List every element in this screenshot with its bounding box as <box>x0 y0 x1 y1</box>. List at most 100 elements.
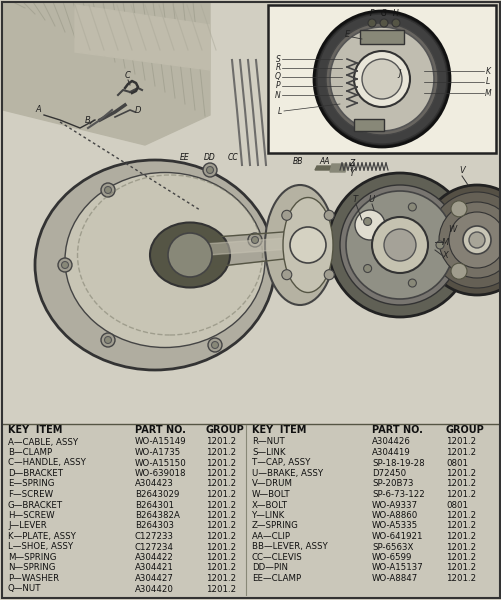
Text: 1201.2: 1201.2 <box>445 448 475 457</box>
Circle shape <box>345 191 453 299</box>
Text: D: D <box>134 106 141 115</box>
Text: G—BRACKET: G—BRACKET <box>8 500 63 509</box>
Text: 1201.2: 1201.2 <box>205 574 235 583</box>
Text: F—SCREW: F—SCREW <box>8 490 53 499</box>
Circle shape <box>168 233 211 277</box>
Text: N—SPRING: N—SPRING <box>8 563 56 572</box>
Text: 1201.2: 1201.2 <box>205 511 235 520</box>
Text: A304423: A304423 <box>135 479 173 488</box>
Text: GROUP: GROUP <box>445 425 484 435</box>
Text: K—PLATE, ASSY: K—PLATE, ASSY <box>8 532 76 541</box>
Text: F: F <box>369 10 373 19</box>
Bar <box>3 3 498 422</box>
Text: WO-A9337: WO-A9337 <box>371 500 417 509</box>
Circle shape <box>101 333 115 347</box>
Text: SP-20B73: SP-20B73 <box>371 479 413 488</box>
Text: A304427: A304427 <box>135 574 173 583</box>
Text: J: J <box>398 70 400 79</box>
Text: M: M <box>440 238 448 247</box>
Circle shape <box>62 262 68 269</box>
Text: 1201.2: 1201.2 <box>205 553 235 562</box>
Text: PART NO.: PART NO. <box>371 425 422 435</box>
Text: WO-A5335: WO-A5335 <box>371 521 417 530</box>
Text: L—SHOE, ASSY: L—SHOE, ASSY <box>8 542 73 551</box>
Circle shape <box>391 19 399 27</box>
Text: WO-641921: WO-641921 <box>371 532 423 541</box>
Text: Y: Y <box>349 169 354 178</box>
Circle shape <box>247 233 262 247</box>
Text: SP-6-73-122: SP-6-73-122 <box>371 490 424 499</box>
Circle shape <box>407 203 415 211</box>
Circle shape <box>339 185 459 305</box>
Circle shape <box>379 19 387 27</box>
Circle shape <box>324 269 334 280</box>
Text: KEY  ITEM: KEY ITEM <box>8 425 62 435</box>
Text: 1201.2: 1201.2 <box>445 490 475 499</box>
Text: L: L <box>278 107 282 115</box>
Polygon shape <box>329 164 346 172</box>
Text: 0801: 0801 <box>445 500 467 509</box>
Text: 1201.2: 1201.2 <box>445 542 475 551</box>
Bar <box>268 5 495 153</box>
Ellipse shape <box>283 197 332 292</box>
Polygon shape <box>189 237 305 256</box>
Text: WO-A8847: WO-A8847 <box>371 574 417 583</box>
Text: A304422: A304422 <box>135 553 173 562</box>
Circle shape <box>206 166 213 173</box>
Circle shape <box>104 187 111 193</box>
Text: KEY  ITEM: KEY ITEM <box>252 425 306 435</box>
Text: 1201.2: 1201.2 <box>205 490 235 499</box>
Text: WO-A15149: WO-A15149 <box>135 437 186 446</box>
Text: PART NO.: PART NO. <box>135 425 185 435</box>
Text: Y—LINK: Y—LINK <box>252 511 285 520</box>
Text: J—LEVER: J—LEVER <box>8 521 47 530</box>
Text: 1201.2: 1201.2 <box>205 437 235 446</box>
Text: Z: Z <box>349 158 354 167</box>
Text: 1201.2: 1201.2 <box>445 563 475 572</box>
Text: 1201.2: 1201.2 <box>445 511 475 520</box>
Circle shape <box>367 19 375 27</box>
Text: EE: EE <box>180 154 189 163</box>
Text: GROUP: GROUP <box>205 425 244 435</box>
Ellipse shape <box>150 223 229 287</box>
Text: 1201.2: 1201.2 <box>205 521 235 530</box>
Circle shape <box>435 241 443 249</box>
Circle shape <box>211 341 218 349</box>
Text: 1201.2: 1201.2 <box>205 532 235 541</box>
Text: G: G <box>380 10 386 19</box>
Text: M—SPRING: M—SPRING <box>8 553 57 562</box>
Text: Z—SPRING: Z—SPRING <box>252 521 298 530</box>
Circle shape <box>450 201 466 217</box>
Circle shape <box>354 210 384 240</box>
Text: B: B <box>85 116 91 125</box>
Text: W—BOLT: W—BOLT <box>252 490 290 499</box>
Polygon shape <box>314 166 331 170</box>
Text: A304426: A304426 <box>371 437 410 446</box>
Text: P: P <box>275 82 280 91</box>
Polygon shape <box>175 230 319 270</box>
Text: T: T <box>352 195 357 204</box>
Text: M: M <box>484 88 490 97</box>
Text: D—BRACKET: D—BRACKET <box>8 469 63 478</box>
Text: B—CLAMP: B—CLAMP <box>8 448 52 457</box>
Circle shape <box>353 51 409 107</box>
Ellipse shape <box>65 173 265 347</box>
Text: B264382A: B264382A <box>135 511 179 520</box>
Text: S: S <box>275 55 280 64</box>
Text: H: H <box>392 10 398 19</box>
Text: C—HANDLE, ASSY: C—HANDLE, ASSY <box>8 458 86 467</box>
Circle shape <box>281 269 291 280</box>
Circle shape <box>281 211 291 220</box>
Circle shape <box>468 232 484 248</box>
Text: 1201.2: 1201.2 <box>205 448 235 457</box>
Ellipse shape <box>35 160 275 370</box>
Text: Q: Q <box>275 73 281 82</box>
Text: 1201.2: 1201.2 <box>445 553 475 562</box>
Text: WO-639018: WO-639018 <box>135 469 186 478</box>
Text: H—SCREW: H—SCREW <box>8 511 55 520</box>
Bar <box>3 424 498 597</box>
Text: BB—LEVER, ASSY: BB—LEVER, ASSY <box>252 542 327 551</box>
Circle shape <box>58 258 72 272</box>
Text: P—WASHER: P—WASHER <box>8 574 59 583</box>
Text: SP-6563X: SP-6563X <box>371 542 412 551</box>
